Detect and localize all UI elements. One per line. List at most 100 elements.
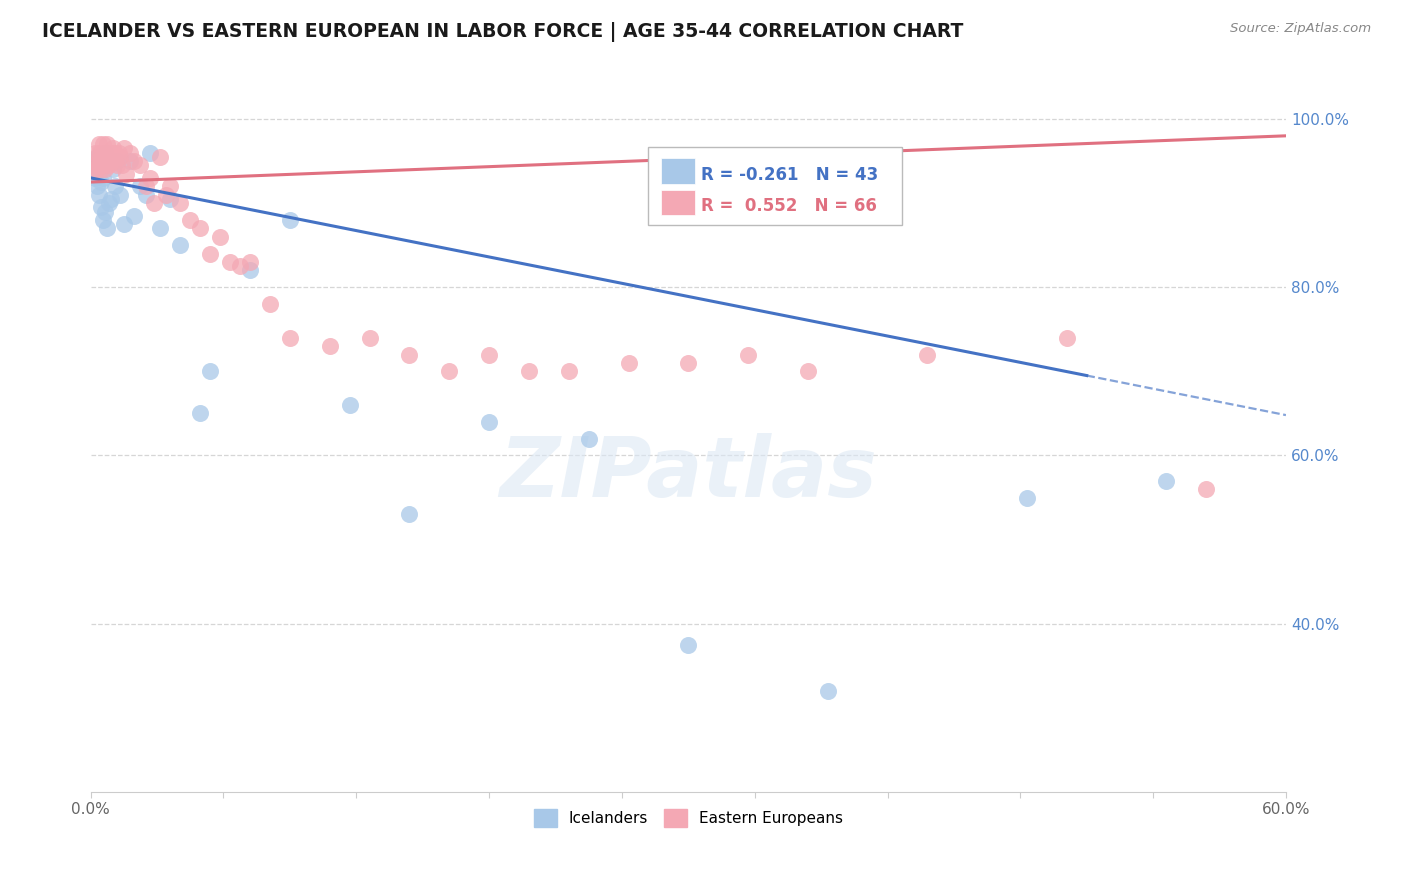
Point [1156,474,1178,488]
Point [124,209,146,223]
Point [359,331,381,345]
Point [87,167,110,181]
Point [1195,482,1218,496]
Point [91,158,114,172]
Point [91,213,114,227]
Point [159,192,181,206]
Point [517,364,540,378]
Point [97,158,120,172]
Point [129,179,152,194]
Point [155,187,177,202]
Point [87,158,110,172]
Point [86,162,108,177]
Point [478,415,501,429]
Point [96,137,118,152]
Point [143,196,166,211]
Point [1056,331,1078,345]
Point [90,175,112,189]
Point [120,145,142,160]
Point [90,145,112,160]
Point [103,179,125,194]
Point [339,398,361,412]
Point [93,154,115,169]
Point [737,347,759,361]
Point [318,339,340,353]
Text: R =  0.552   N = 66: R = 0.552 N = 66 [700,197,876,215]
Point [478,347,501,361]
Point [115,167,138,181]
Point [278,213,301,227]
Point [91,170,114,185]
Point [219,255,242,269]
Point [229,259,252,273]
Point [135,187,157,202]
Point [169,196,191,211]
Point [83,162,105,177]
Point [917,347,939,361]
Point [100,145,122,160]
Point [86,158,108,172]
Point [82,162,104,177]
Point [107,145,129,160]
Point [96,154,118,169]
Point [439,364,461,378]
Point [101,141,124,155]
Point [111,158,134,172]
Point [139,170,162,185]
Point [139,145,162,160]
Point [83,170,105,185]
Point [90,154,112,169]
Point [103,145,125,160]
Point [398,347,420,361]
Point [1015,491,1038,505]
Point [110,187,132,202]
Point [120,154,142,169]
Point [93,204,115,219]
Point [169,238,191,252]
Point [82,158,104,172]
Point [87,187,110,202]
Point [188,406,211,420]
Point [617,356,640,370]
Point [817,684,839,698]
Point [114,141,136,155]
Point [558,364,581,378]
Point [86,154,108,169]
Point [398,508,420,522]
Point [97,145,120,160]
Point [110,150,132,164]
Point [87,137,110,152]
Text: R = -0.261   N = 43: R = -0.261 N = 43 [700,166,877,184]
Point [91,150,114,164]
Point [239,263,262,277]
Point [678,638,700,652]
Point [100,192,122,206]
Point [103,154,125,169]
Point [198,364,221,378]
Point [93,145,115,160]
Point [259,297,281,311]
Point [91,137,114,152]
Point [278,331,301,345]
Point [188,221,211,235]
Point [86,179,108,194]
Point [101,162,124,177]
Legend: Icelanders, Eastern Europeans: Icelanders, Eastern Europeans [526,801,851,835]
Point [105,154,128,169]
Point [93,145,115,160]
Text: Source: ZipAtlas.com: Source: ZipAtlas.com [1230,22,1371,36]
Text: ICELANDER VS EASTERN EUROPEAN IN LABOR FORCE | AGE 35-44 CORRELATION CHART: ICELANDER VS EASTERN EUROPEAN IN LABOR F… [42,22,963,42]
Point [149,150,172,164]
Point [105,158,128,172]
Point [87,145,110,160]
Point [179,213,201,227]
Point [198,246,221,260]
Text: ZIPatlas: ZIPatlas [499,434,877,514]
Point [90,162,112,177]
Point [239,255,262,269]
Point [159,179,181,194]
Point [129,158,152,172]
Point [101,150,124,164]
Point [135,179,157,194]
Point [100,154,122,169]
